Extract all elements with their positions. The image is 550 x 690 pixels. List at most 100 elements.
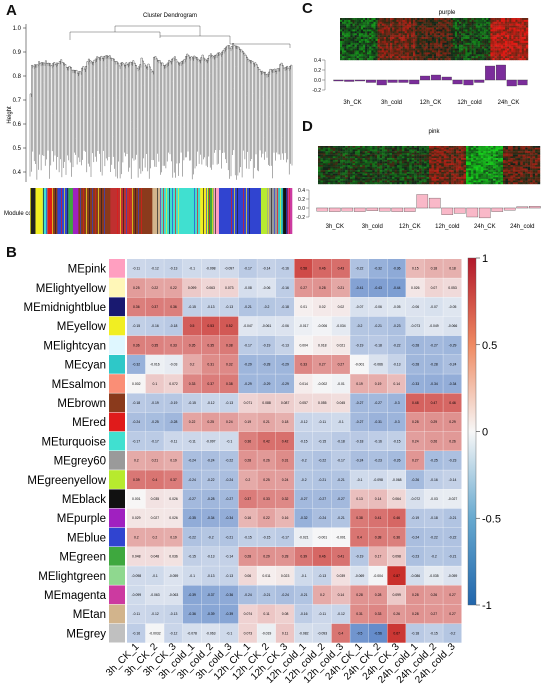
expression-cell — [477, 50, 481, 53]
expression-cell — [486, 33, 489, 36]
expression-cell — [424, 168, 427, 171]
expression-cell — [385, 44, 389, 47]
expression-cell — [475, 152, 479, 155]
expression-cell — [505, 21, 508, 24]
expression-cell — [372, 159, 375, 162]
expression-cell — [421, 46, 424, 49]
expression-cell — [473, 156, 477, 159]
expression-cell — [367, 33, 370, 36]
corr-value: -0.17 — [337, 459, 345, 463]
expression-cell — [509, 18, 512, 21]
expression-cell — [532, 170, 536, 173]
expression-cell — [409, 168, 412, 171]
expression-cell — [404, 27, 408, 30]
expression-cell — [322, 146, 326, 148]
expression-cell — [452, 35, 456, 38]
expression-cell — [417, 39, 420, 42]
expression-cell — [342, 161, 346, 164]
corr-value: -0.18 — [132, 401, 140, 405]
expression-cell — [500, 156, 504, 159]
expression-cell — [443, 156, 447, 159]
expression-cell — [415, 18, 418, 21]
expression-cell — [502, 48, 506, 51]
expression-cell — [384, 180, 388, 183]
module-color-stripe — [237, 188, 238, 234]
expression-cell — [509, 35, 512, 38]
expression-cell — [438, 147, 442, 150]
expression-cell — [490, 42, 493, 45]
expression-cell — [486, 52, 489, 55]
corr-value: -0.18 — [170, 324, 178, 328]
corr-value: 0.057 — [299, 401, 308, 405]
expression-cell — [452, 56, 456, 59]
expression-cell — [415, 23, 418, 26]
corr-cell — [257, 355, 276, 374]
expression-cell — [394, 48, 397, 51]
expression-cell — [396, 166, 400, 169]
expression-cell — [358, 35, 362, 38]
expression-cell — [387, 154, 390, 157]
expression-cell — [364, 152, 368, 155]
expression-cell — [392, 58, 395, 61]
expression-cell — [401, 173, 405, 176]
expression-cell — [396, 146, 400, 148]
expression-cell — [448, 165, 452, 167]
eigengene-bar — [353, 207, 366, 212]
panel-a-dendrogram: Cluster Dendrogram Height 1.00.90.80.70.… — [4, 13, 293, 234]
corr-value: -0.15 — [188, 555, 196, 559]
expression-cell — [399, 146, 403, 148]
corr-cell — [443, 489, 462, 509]
expression-cell — [444, 18, 447, 21]
expression-cell — [373, 23, 376, 26]
expression-cell — [463, 58, 466, 61]
corr-cell — [313, 508, 332, 528]
expression-cell — [322, 171, 326, 174]
expression-cell — [362, 52, 366, 55]
expression-cell — [402, 58, 405, 61]
expression-cell — [429, 171, 432, 174]
expression-cell — [404, 147, 407, 150]
expression-cell — [438, 29, 441, 32]
expression-cell — [448, 50, 451, 53]
expression-cell — [419, 40, 422, 44]
expression-cell — [345, 159, 348, 162]
expression-cell — [517, 58, 520, 61]
expression-cell — [433, 177, 437, 180]
expression-cell — [330, 180, 333, 183]
expression-cell — [342, 46, 345, 49]
eigengene-bar — [478, 207, 491, 219]
expression-cell — [488, 151, 491, 154]
corr-value: -0.14 — [263, 267, 271, 271]
expression-cell — [434, 58, 437, 61]
expression-cell — [463, 46, 466, 49]
expression-cell — [517, 146, 521, 148]
corr-cell — [387, 508, 406, 528]
expression-cell — [452, 52, 456, 55]
expression-cell — [438, 171, 442, 174]
expression-cell — [488, 158, 491, 161]
expression-cell — [337, 170, 341, 173]
expression-cell — [515, 29, 518, 32]
corr-value: 0.01 — [300, 305, 307, 309]
expression-cell — [379, 35, 382, 38]
expression-cell — [423, 18, 426, 21]
expression-cell — [372, 163, 375, 166]
expression-cell — [500, 175, 504, 178]
expression-cell — [458, 170, 462, 173]
expression-cell — [532, 166, 536, 169]
corr-cell — [145, 451, 164, 470]
expression-cell — [389, 180, 393, 183]
expression-cell — [406, 58, 410, 61]
expression-cell — [515, 168, 518, 171]
expression-cell — [382, 180, 385, 183]
expression-cell — [345, 180, 348, 183]
expression-cell — [411, 31, 414, 34]
expression-cell — [473, 54, 476, 57]
expression-cell — [367, 147, 370, 150]
corr-cell — [406, 412, 425, 432]
expression-cell — [424, 154, 427, 157]
module-color-stripe — [92, 188, 93, 234]
expression-cell — [507, 159, 511, 162]
expression-cell — [452, 58, 456, 61]
expression-cell — [478, 147, 481, 150]
